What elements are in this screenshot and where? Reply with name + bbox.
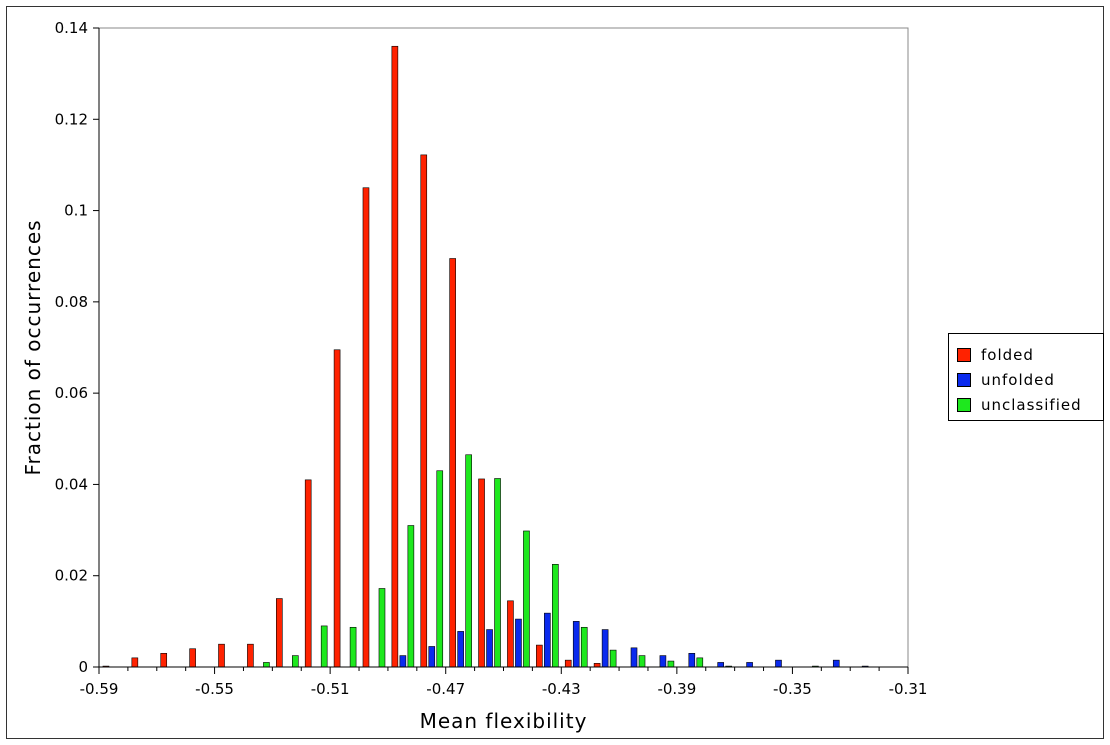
bar-unfolded-25	[832, 659, 840, 668]
y-tick-label-3: 0.06	[55, 384, 88, 402]
x-tick-label-7: -0.31	[889, 680, 928, 698]
y-tick-label-0: 0	[78, 658, 88, 676]
bar-folded-14	[507, 600, 514, 668]
bar-unfolded-19	[659, 655, 667, 668]
bar-folded-16	[564, 659, 572, 668]
bar-folded-1	[131, 657, 139, 668]
bar-unclassified-13	[494, 478, 501, 668]
y-tick-label-2: 0.04	[55, 475, 88, 493]
x-tick-label-6: -0.35	[773, 680, 812, 698]
x-tick-label-0: -0.59	[80, 680, 119, 698]
bar-unclassified-14	[523, 530, 530, 668]
bar-unclassified-6	[291, 655, 299, 668]
bar-unfolded-22	[746, 662, 753, 668]
bar-folded-3	[189, 648, 196, 668]
bar-folded-8	[333, 349, 341, 668]
bar-folded-6	[275, 598, 283, 668]
bar-unfolded-11	[428, 646, 436, 668]
y-tick-label-4: 0.08	[55, 293, 88, 311]
bar-unclassified-9	[378, 588, 386, 668]
legend-label-unclassified: unclassified	[981, 395, 1082, 414]
bar-unfolded-21	[717, 662, 724, 668]
bar-unclassified-18	[638, 655, 646, 668]
bar-unclassified-20	[696, 657, 704, 668]
bar-unclassified-16	[580, 626, 588, 668]
x-tick-label-4: -0.43	[542, 680, 581, 698]
y-tick-label-5: 0.1	[64, 202, 88, 220]
bar-unfolded-13	[486, 629, 493, 668]
y-tick-label-7: 0.14	[55, 19, 88, 37]
x-tick-label-2: -0.51	[311, 680, 350, 698]
bar-folded-10	[391, 45, 399, 668]
y-axis-ticks: 0 0.02 0.04 0.06 0.08 0.1 0.12 0.14	[55, 19, 99, 676]
legend-item-folded: folded	[957, 342, 1103, 367]
bar-unclassified-11	[436, 470, 444, 668]
bar-unclassified-5	[263, 662, 270, 668]
bar-unfolded-12	[457, 631, 464, 668]
bar-unclassified-7	[320, 625, 328, 668]
legend-label-folded: folded	[981, 345, 1034, 364]
bar-unfolded-23	[775, 659, 782, 668]
x-tick-label-1: -0.55	[195, 680, 234, 698]
bar-unclassified-17	[609, 649, 617, 668]
x-axis-ticks: -0.59 -0.55 -0.51 -0.47 -0.43 -0.39 -0.35 -0.31	[80, 667, 928, 698]
bars-group	[102, 45, 869, 668]
bar-unfolded-17	[601, 629, 609, 668]
bar-unclassified-10	[407, 525, 415, 668]
bar-unfolded-20	[688, 653, 696, 668]
bar-folded-9	[362, 187, 370, 668]
y-axis-title: Fraction of occurrences	[21, 219, 45, 475]
bar-unclassified-19	[667, 660, 675, 668]
bar-unfolded-15	[544, 612, 551, 668]
bar-unclassified-12	[465, 454, 472, 668]
bar-unfolded-16	[572, 621, 580, 668]
y-tick-label-6: 0.12	[55, 110, 88, 128]
x-axis-title: Mean flexibility	[420, 709, 588, 733]
legend-swatch-unfolded	[957, 372, 971, 387]
bar-folded-4	[218, 643, 225, 668]
x-tick-label-5: -0.39	[657, 680, 696, 698]
legend-item-unclassified: unclassified	[957, 392, 1103, 417]
legend-label-unfolded: unfolded	[981, 370, 1055, 389]
bar-unclassified-15	[552, 563, 559, 668]
bar-folded-12	[449, 258, 456, 668]
bar-folded-2	[160, 653, 168, 668]
bar-folded-15	[536, 644, 543, 668]
legend: folded unfolded unclassified	[948, 333, 1104, 421]
bar-folded-7	[304, 479, 312, 668]
bar-unfolded-10	[399, 655, 407, 668]
bar-unfolded-14	[515, 618, 522, 668]
bar-folded-11	[420, 154, 428, 668]
bar-unclassified-8	[349, 626, 357, 668]
legend-swatch-unclassified	[957, 397, 971, 412]
x-tick-label-3: -0.47	[426, 680, 465, 698]
legend-item-unfolded: unfolded	[957, 367, 1103, 392]
bar-folded-5	[247, 643, 254, 668]
plot-area-border	[98, 27, 909, 668]
bar-unfolded-18	[630, 647, 638, 668]
bar-folded-17	[593, 663, 601, 668]
bar-folded-13	[478, 478, 485, 668]
legend-swatch-folded	[957, 347, 971, 362]
y-tick-label-1: 0.02	[55, 567, 88, 585]
